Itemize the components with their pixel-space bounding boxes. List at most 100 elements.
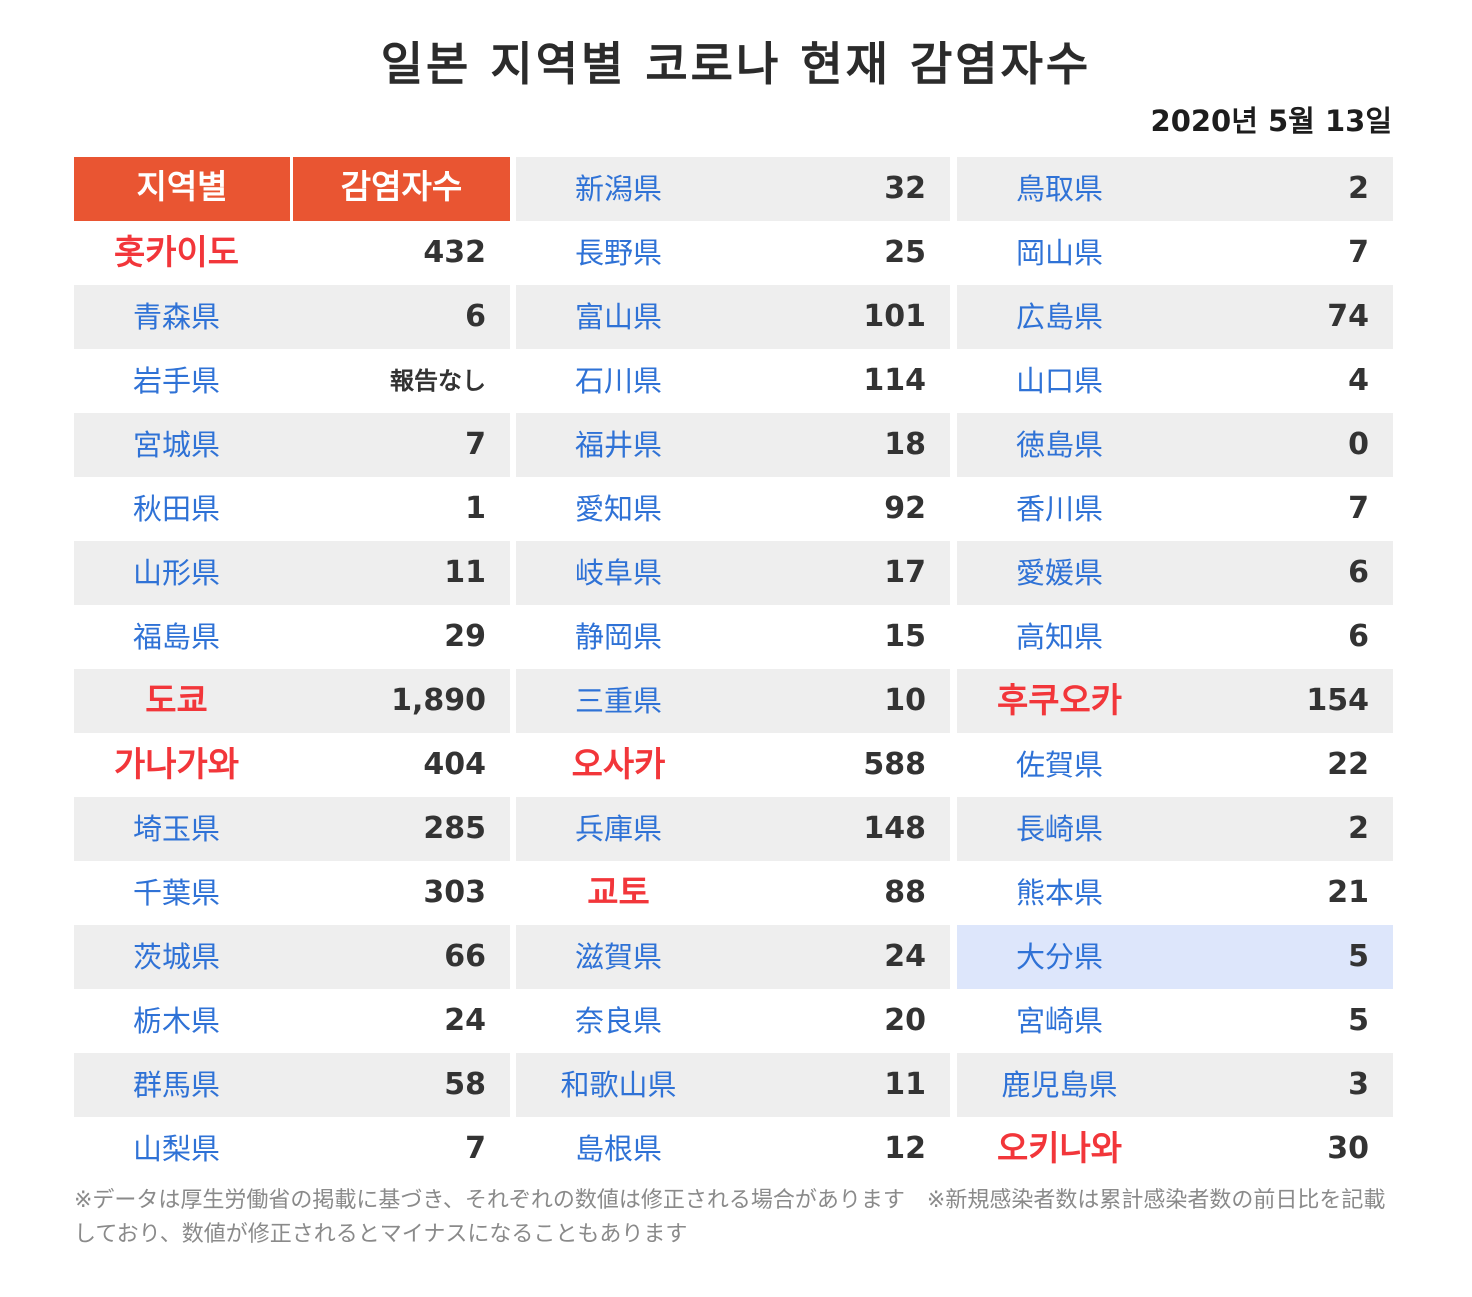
table-row: 가나가와 404 [74,733,510,797]
table-row: 도쿄 1,890 [74,669,510,733]
table-row: 愛媛県 6 [957,541,1393,605]
region-name: 교토 [587,873,650,913]
table-row: 山形県 11 [74,541,510,605]
region-name: 兵庫県 [574,812,662,846]
case-count: 20 [884,1003,926,1038]
table-row: 山口県 4 [957,349,1393,413]
case-count: 6 [1348,619,1369,654]
region-name: 佐賀県 [1015,748,1103,782]
case-count: 17 [884,555,926,590]
case-count: 32 [884,171,926,206]
table-row: 兵庫県 148 [516,797,950,861]
page-title: 일본 지역별 코로나 현재 감염자수 [380,37,1092,91]
region-name: 群馬県 [132,1068,220,1102]
case-count: 3 [1348,1067,1369,1102]
case-count: 10 [884,683,926,718]
header-count: 감염자수 [293,157,510,221]
table-row: 長野県 25 [516,221,950,285]
header-region: 지역별 [74,157,290,221]
region-name: 山口県 [1015,364,1103,398]
table-row: 오사카 588 [516,733,950,797]
region-name: 愛媛県 [1015,556,1103,590]
case-count: 58 [444,1067,486,1102]
region-name: 愛知県 [574,492,662,526]
region-name: 石川県 [574,364,662,398]
table-row: 宮城県 7 [74,413,510,477]
region-name: 静岡県 [574,620,662,654]
table-row: 홋카이도 432 [74,221,510,285]
case-count: 1 [465,491,486,526]
table-row: 후쿠오카 154 [957,669,1393,733]
region-name: 埼玉県 [132,812,220,846]
case-count: 0 [1348,427,1369,462]
table-row: 岩手県 報告なし [74,349,510,413]
table-row: 鹿児島県 3 [957,1053,1393,1117]
region-name: 滋賀県 [574,940,662,974]
table-row: 岡山県 7 [957,221,1393,285]
region-name: 岐阜県 [574,556,662,590]
case-count: 303 [423,875,486,910]
table-row: 福井県 18 [516,413,950,477]
region-name: 오사카 [571,745,666,785]
case-count: 88 [884,875,926,910]
table-row: 福島県 29 [74,605,510,669]
column-2-rows: 新潟県 32 長野県 25 富山県 101 石川県 114 福井県 18 愛知県 92 岐阜県 17 静岡県… [516,157,950,1181]
date-label: 2020년 5월 13일 [1150,104,1392,138]
region-name: 三重県 [574,684,662,718]
region-name: 香川県 [1015,492,1103,526]
region-name: 宮城県 [132,428,220,462]
case-count: 6 [465,299,486,334]
table-row: 富山県 101 [516,285,950,349]
case-count: 25 [884,235,926,270]
case-count: 報告なし [390,367,486,395]
table-header: 지역별 감염자수 [74,157,510,221]
table-row: 栃木県 24 [74,989,510,1053]
case-count: 148 [863,811,926,846]
case-count: 92 [884,491,926,526]
table-row: 和歌山県 11 [516,1053,950,1117]
table-row: 岐阜県 17 [516,541,950,605]
region-name: 奈良県 [574,1004,662,1038]
table-row: 佐賀県 22 [957,733,1393,797]
region-name: 秋田県 [132,492,220,526]
case-count: 101 [863,299,926,334]
case-count: 154 [1306,683,1369,718]
region-name: 茨城県 [132,940,220,974]
table-row: 埼玉県 285 [74,797,510,861]
region-name: 후쿠오카 [996,681,1123,721]
footnote: ※データは厚生労働省の掲載に基づき、それぞれの数値は修正される場合があります ※… [74,1188,1386,1247]
region-name: 岩手県 [132,364,220,398]
region-name: 도쿄 [145,681,208,721]
case-count: 7 [465,1131,486,1166]
case-count: 4 [1348,363,1369,398]
region-name: 和歌山県 [560,1068,677,1102]
table-row: 島根県 12 [516,1117,950,1181]
table-column-2: 新潟県 32 長野県 25 富山県 101 石川県 114 福井県 18 愛知県 92 岐阜県 17 静岡県… [516,157,950,1181]
case-count: 6 [1348,555,1369,590]
region-name: 福島県 [132,620,220,654]
case-count: 2 [1348,811,1369,846]
region-name: 長崎県 [1015,812,1103,846]
case-count: 30 [1327,1131,1369,1166]
table-row: 高知県 6 [957,605,1393,669]
table-row: 群馬県 58 [74,1053,510,1117]
table-row: 石川県 114 [516,349,950,413]
table-row: 三重県 10 [516,669,950,733]
table-row: 오키나와 30 [957,1117,1393,1181]
table-row: 宮崎県 5 [957,989,1393,1053]
case-count: 7 [1348,491,1369,526]
table-row: 大分県 5 [957,925,1393,989]
case-count: 12 [884,1131,926,1166]
region-name: 山梨県 [132,1132,220,1166]
region-name: 広島県 [1015,300,1103,334]
region-name: 徳島県 [1015,428,1103,462]
table-row: 秋田県 1 [74,477,510,541]
table-row: 香川県 7 [957,477,1393,541]
table-row: 山梨県 7 [74,1117,510,1181]
region-name: 鹿児島県 [1001,1068,1118,1102]
table-row: 青森県 6 [74,285,510,349]
region-name: 富山県 [574,300,662,334]
region-name: 가나가와 [113,745,240,785]
table-row: 鳥取県 2 [957,157,1393,221]
region-name: 島根県 [574,1132,662,1166]
